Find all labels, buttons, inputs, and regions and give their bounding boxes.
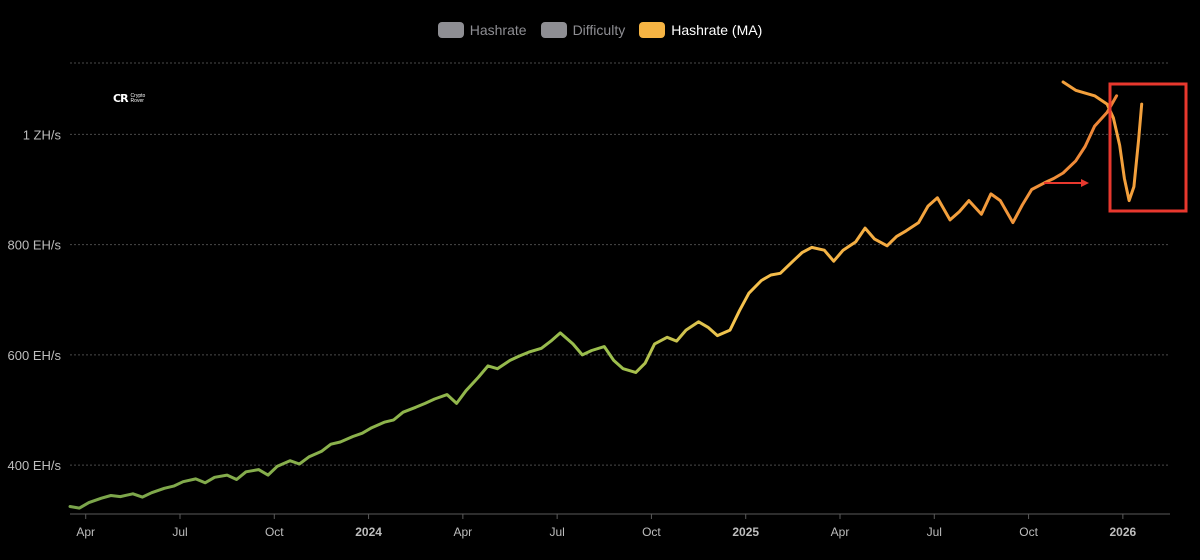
crypto-rover-logo: CR Crypto Rover [113, 92, 153, 105]
annotation-arrow [1044, 179, 1089, 187]
legend-label-hashrate: Hashrate [469, 22, 527, 38]
y-tick-label: 600 EH/s [8, 348, 62, 363]
y-tick-label: 800 EH/s [8, 238, 62, 253]
legend-swatch-hashrate [437, 22, 464, 38]
logo-mark: CR [113, 92, 129, 105]
x-axis-ticks: Apr Jul Oct 2024 Apr Jul Oct 2025 Apr Jul Oct 2026 [76, 514, 1137, 539]
y-axis-ticks: 400 EH/s 600 EH/s 800 EH/s 1 ZH/s [8, 127, 62, 473]
y-tick-label: 1 ZH/s [23, 127, 62, 142]
x-tick-label: Jul [549, 525, 564, 539]
x-tick-label: Oct [1019, 525, 1038, 539]
legend-item-hashrate[interactable]: Hashrate [437, 22, 527, 38]
x-tick-label: 2025 [732, 525, 759, 539]
legend-label-difficulty: Difficulty [572, 22, 626, 38]
legend-item-hashrate-ma[interactable]: Hashrate (MA) [639, 22, 762, 38]
x-tick-label: Apr [76, 525, 95, 539]
x-tick-label: Apr [454, 525, 473, 539]
x-tick-label: 2024 [355, 525, 382, 539]
logo-text: Crypto Rover [130, 92, 146, 104]
x-tick-label: Oct [265, 525, 284, 539]
series-line-hashrate-ma [68, 94, 1119, 510]
legend-item-difficulty[interactable]: Difficulty [540, 22, 626, 38]
x-tick-label: Jul [172, 525, 187, 539]
legend-swatch-hashrate-ma [639, 22, 666, 38]
legend-swatch-difficulty [540, 22, 567, 38]
x-tick-label: Oct [642, 525, 661, 539]
gridlines [70, 62, 1170, 466]
x-tick-label: 2026 [1110, 525, 1137, 539]
x-tick-label: Apr [831, 525, 850, 539]
legend-label-hashrate-ma: Hashrate (MA) [671, 22, 763, 38]
highlight-box [1108, 82, 1188, 213]
x-tick-label: Jul [927, 525, 942, 539]
chart-legend: Hashrate Difficulty Hashrate (MA) [0, 22, 1200, 38]
y-tick-label: 400 EH/s [8, 458, 62, 473]
series-line-hashrate-ma-drop [1061, 80, 1144, 203]
